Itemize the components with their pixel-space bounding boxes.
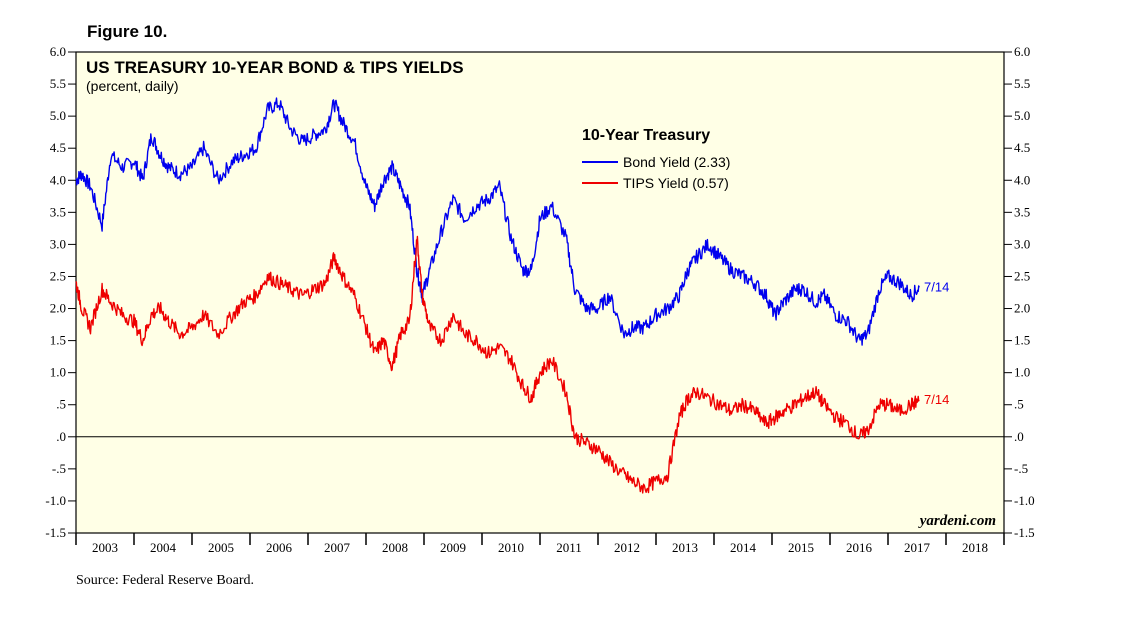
y-tick-label-right: 1.0 <box>1014 365 1030 380</box>
y-tick-label-right: 4.5 <box>1014 140 1030 155</box>
y-tick-label-left: 3.0 <box>50 236 66 251</box>
x-tick-label: 2017 <box>904 540 931 555</box>
x-tick-label: 2011 <box>556 540 582 555</box>
legend-tips-label: TIPS Yield (0.57) <box>623 175 729 191</box>
x-tick-label: 2005 <box>208 540 234 555</box>
x-tick-label: 2013 <box>672 540 698 555</box>
series-group <box>75 97 920 494</box>
y-tick-label-right: .5 <box>1014 397 1024 412</box>
y-tick-label-left: 6.0 <box>50 44 66 59</box>
y-tick-label-right: 1.5 <box>1014 333 1030 348</box>
y-tick-label-left: -1.5 <box>45 525 66 540</box>
chart-subtitle: (percent, daily) <box>86 78 179 94</box>
x-tick-label: 2010 <box>498 540 524 555</box>
y-tick-label-left: 3.5 <box>50 204 66 219</box>
y-tick-label-left: 2.5 <box>50 268 66 283</box>
y-tick-label-right: 4.0 <box>1014 172 1030 187</box>
y-tick-label-left: 4.0 <box>50 172 66 187</box>
x-tick-label: 2015 <box>788 540 814 555</box>
y-tick-label-left: 2.0 <box>50 301 66 316</box>
x-tick-label: 2007 <box>324 540 351 555</box>
y-tick-label-right: 3.0 <box>1014 236 1030 251</box>
y-tick-label-right: -1.0 <box>1014 493 1035 508</box>
x-tick-label: 2008 <box>382 540 408 555</box>
x-tick-label: 2004 <box>150 540 177 555</box>
x-tick-label: 2003 <box>92 540 118 555</box>
watermark: yardeni.com <box>918 513 996 529</box>
legend-bond-label: Bond Yield (2.33) <box>623 154 730 170</box>
y-tick-label-left: -1.0 <box>45 493 66 508</box>
bond-yield-line <box>75 97 920 346</box>
y-tick-label-right: 5.5 <box>1014 76 1030 91</box>
legend-title: 10-Year Treasury <box>582 127 710 144</box>
figure-label: Figure 10. <box>87 22 168 41</box>
plot-panel <box>75 51 1005 534</box>
y-tick-label-right: -.5 <box>1014 461 1028 476</box>
x-axis: 2003 2004 2005 2006 2007 2008 2009 2010 2011 2012… <box>75 533 1005 555</box>
y-tick-label-left: 5.0 <box>50 108 66 123</box>
y-tick-label-right: -1.5 <box>1014 525 1035 540</box>
y-axis-right: -1.5 -1.0 -.5 .0 .5 1.0 1.5 2.0 2.5 3.0 3.5 4.0 4.5 5… <box>1004 44 1035 540</box>
y-tick-label-right: .0 <box>1014 429 1024 444</box>
tips-end-label: 7/14 <box>924 392 949 407</box>
x-tick-label: 2016 <box>846 540 873 555</box>
y-tick-label-right: 2.0 <box>1014 301 1030 316</box>
tips-yield-line <box>75 235 920 494</box>
y-tick-label-right: 5.0 <box>1014 108 1030 123</box>
bond-end-label: 7/14 <box>924 279 949 294</box>
y-tick-label-left: .0 <box>56 429 66 444</box>
y-tick-label-left: .5 <box>56 397 66 412</box>
y-axis-left: -1.5 -1.0 -.5 .0 .5 1.0 1.5 2.0 2.5 3.0 3.5 4.0 4.5 5… <box>45 44 76 540</box>
y-tick-label-left: 1.5 <box>50 333 66 348</box>
x-tick-label: 2009 <box>440 540 466 555</box>
y-tick-label-right: 3.5 <box>1014 204 1030 219</box>
x-tick-label: 2014 <box>730 540 757 555</box>
y-tick-label-left: 4.5 <box>50 140 66 155</box>
y-tick-label-left: 5.5 <box>50 76 66 91</box>
x-tick-label: 2018 <box>962 540 988 555</box>
y-tick-label-right: 2.5 <box>1014 268 1030 283</box>
x-tick-label: 2006 <box>266 540 293 555</box>
chart-title: US TREASURY 10-YEAR BOND & TIPS YIELDS <box>86 58 464 77</box>
y-tick-label-right: 6.0 <box>1014 44 1030 59</box>
y-tick-label-left: 1.0 <box>50 365 66 380</box>
source-note: Source: Federal Reserve Board. <box>76 573 255 588</box>
x-tick-label: 2012 <box>614 540 640 555</box>
y-tick-label-left: -.5 <box>52 461 66 476</box>
